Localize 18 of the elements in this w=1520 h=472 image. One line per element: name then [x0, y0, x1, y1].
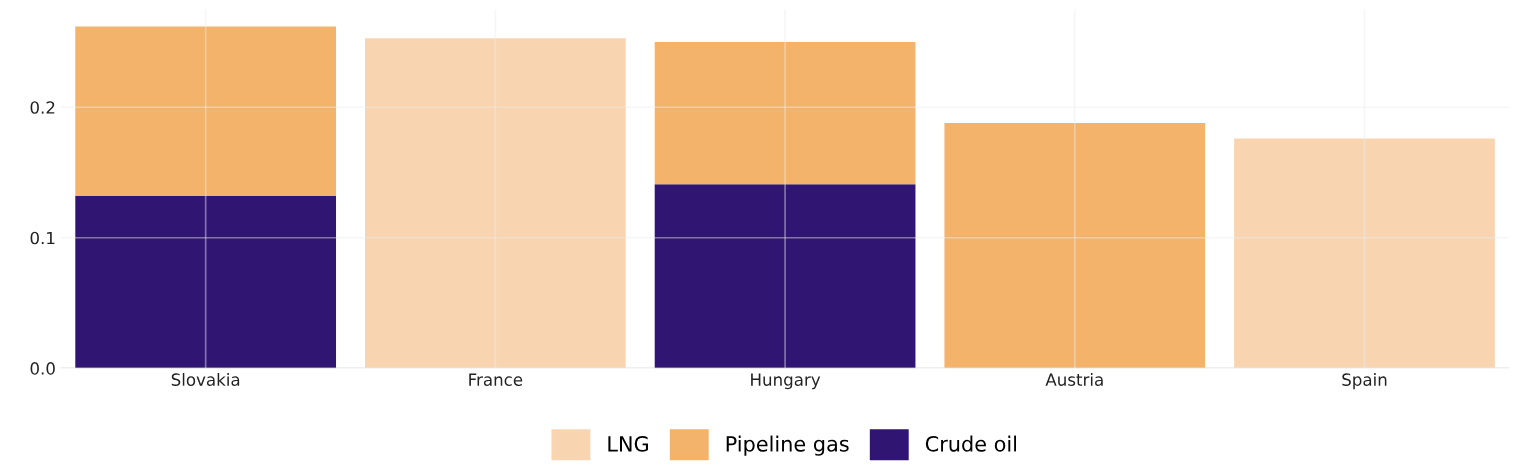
x-tick-label: Spain: [1342, 373, 1387, 390]
y-tick-label: 0.1: [30, 231, 55, 245]
bar: [1234, 138, 1495, 369]
x-tick-label: Slovakia: [171, 373, 240, 386]
bar: [654, 42, 916, 185]
x-tick-label: Austria: [1045, 373, 1103, 386]
bar: [75, 26, 337, 196]
bar: [654, 184, 916, 369]
y-tick-label: 0.2: [30, 101, 55, 114]
legend-label: Pipeline gas: [726, 435, 849, 456]
bar: [75, 195, 337, 369]
legend-label: Crude oil: [925, 435, 1017, 452]
x-tick-label: France: [469, 373, 523, 386]
bar: [365, 38, 626, 369]
x-tick-label: Hungary: [751, 373, 821, 390]
legend-label: LNG: [608, 435, 648, 452]
y-tick-label: 0.0: [30, 362, 55, 375]
bar: [944, 122, 1206, 369]
